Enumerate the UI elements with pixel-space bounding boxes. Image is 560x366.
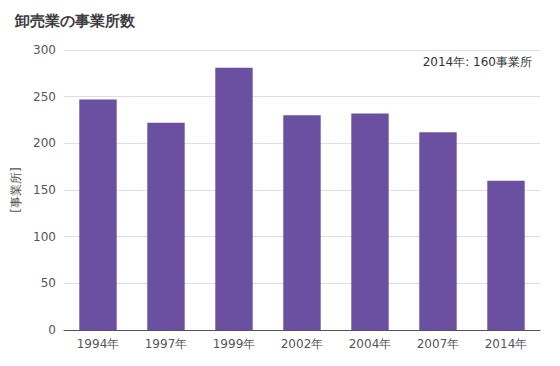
svg-text:200: 200 (33, 136, 56, 150)
svg-text:2014年: 160事業所: 2014年: 160事業所 (423, 55, 532, 69)
svg-text:卸売業の事業所数: 卸売業の事業所数 (14, 12, 136, 30)
svg-text:1994年: 1994年 (77, 337, 120, 351)
svg-text:[事業所]: [事業所] (9, 167, 23, 212)
svg-text:150: 150 (33, 183, 56, 197)
svg-text:250: 250 (33, 90, 56, 104)
svg-text:50: 50 (41, 276, 56, 290)
svg-text:2014年: 2014年 (485, 337, 528, 351)
svg-text:2007年: 2007年 (417, 337, 460, 351)
svg-text:1999年: 1999年 (213, 337, 256, 351)
svg-text:300: 300 (33, 43, 56, 57)
svg-text:2002年: 2002年 (281, 337, 324, 351)
svg-text:0: 0 (48, 323, 56, 337)
svg-text:1997年: 1997年 (145, 337, 188, 351)
svg-text:100: 100 (33, 230, 56, 244)
svg-text:2004年: 2004年 (349, 337, 392, 351)
